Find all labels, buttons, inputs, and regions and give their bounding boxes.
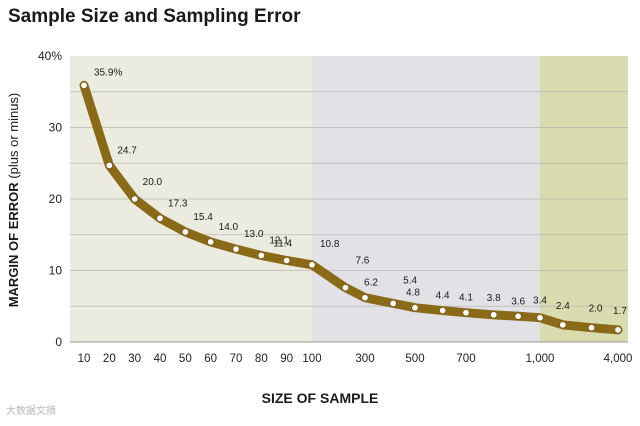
data-point <box>439 307 447 315</box>
data-point <box>257 251 265 259</box>
data-label: 17.3 <box>168 198 188 209</box>
data-point <box>156 214 164 222</box>
data-point <box>536 314 544 322</box>
y-tick-label: 40% <box>38 49 62 63</box>
y-axis-label-main: MARGIN OF ERROR <box>6 182 21 308</box>
data-label: 11.4 <box>273 238 292 249</box>
data-label: 12.1 <box>269 235 289 246</box>
x-tick-label: 50 <box>179 353 192 365</box>
data-label: 2.0 <box>589 304 603 315</box>
x-tick-label: 10 <box>78 353 91 365</box>
data-label: 13.0 <box>244 229 264 240</box>
data-label: 1.7 <box>613 306 627 317</box>
x-tick-label: 100 <box>302 353 321 365</box>
x-tick-label: 300 <box>355 353 374 365</box>
data-point <box>207 238 215 246</box>
x-axis-label: SIZE OF SAMPLE <box>261 390 379 406</box>
data-point <box>80 81 88 89</box>
data-label: 7.6 <box>355 256 369 267</box>
x-tick-label: 60 <box>204 353 217 365</box>
x-tick-label: 30 <box>128 353 141 365</box>
data-point <box>105 161 113 169</box>
data-point <box>614 326 622 334</box>
data-label: 15.4 <box>193 212 213 223</box>
x-tick-label: 1,000 <box>526 353 555 365</box>
data-label: 24.7 <box>117 145 137 156</box>
data-point <box>361 294 369 302</box>
data-label: 14.0 <box>219 222 239 233</box>
data-point <box>389 299 397 307</box>
data-label: 3.4 <box>533 296 547 307</box>
data-point <box>514 312 522 320</box>
x-tick-label: 70 <box>230 353 243 365</box>
y-tick-label: 0 <box>55 335 62 349</box>
series-line <box>79 80 623 335</box>
y-tick-label: 20 <box>49 192 63 206</box>
data-label: 5.4 <box>403 275 417 286</box>
data-point <box>559 321 567 329</box>
x-tick-label: 500 <box>405 353 424 365</box>
data-label: 3.6 <box>511 296 525 307</box>
data-label: 35.9% <box>94 67 122 78</box>
data-label: 4.1 <box>459 293 473 304</box>
x-tick-label: 20 <box>103 353 116 365</box>
data-point <box>490 311 498 319</box>
y-tick-label: 10 <box>49 264 63 278</box>
watermark: 大数据文摘 <box>6 406 56 417</box>
x-tick-label: 80 <box>255 353 268 365</box>
data-label: 10.8 <box>320 239 340 250</box>
data-label: 4.8 <box>406 288 420 299</box>
x-tick-label: 90 <box>280 353 293 365</box>
x-tick-label: 4,000 <box>604 353 633 365</box>
data-label: 6.2 <box>364 278 378 289</box>
data-point <box>283 256 291 264</box>
x-tick-label: 40 <box>154 353 167 365</box>
data-point <box>308 261 316 269</box>
data-label: 2.4 <box>556 301 570 312</box>
y-axis-label: MARGIN OF ERROR (plus or minus) <box>6 75 24 325</box>
chart-title: Sample Size and Sampling Error <box>8 6 301 27</box>
x-tick-label: 700 <box>456 353 475 365</box>
data-point <box>462 309 470 317</box>
data-point <box>131 195 139 203</box>
data-point <box>411 304 419 312</box>
data-point <box>588 324 596 332</box>
data-point <box>232 245 240 253</box>
y-axis-label-sub: (plus or minus) <box>6 92 21 179</box>
data-label: 4.4 <box>436 291 450 302</box>
data-label: 20.0 <box>143 177 163 188</box>
data-label: 3.8 <box>487 293 501 304</box>
data-point <box>341 284 349 292</box>
data-point <box>181 228 189 236</box>
y-tick-label: 30 <box>49 121 63 135</box>
